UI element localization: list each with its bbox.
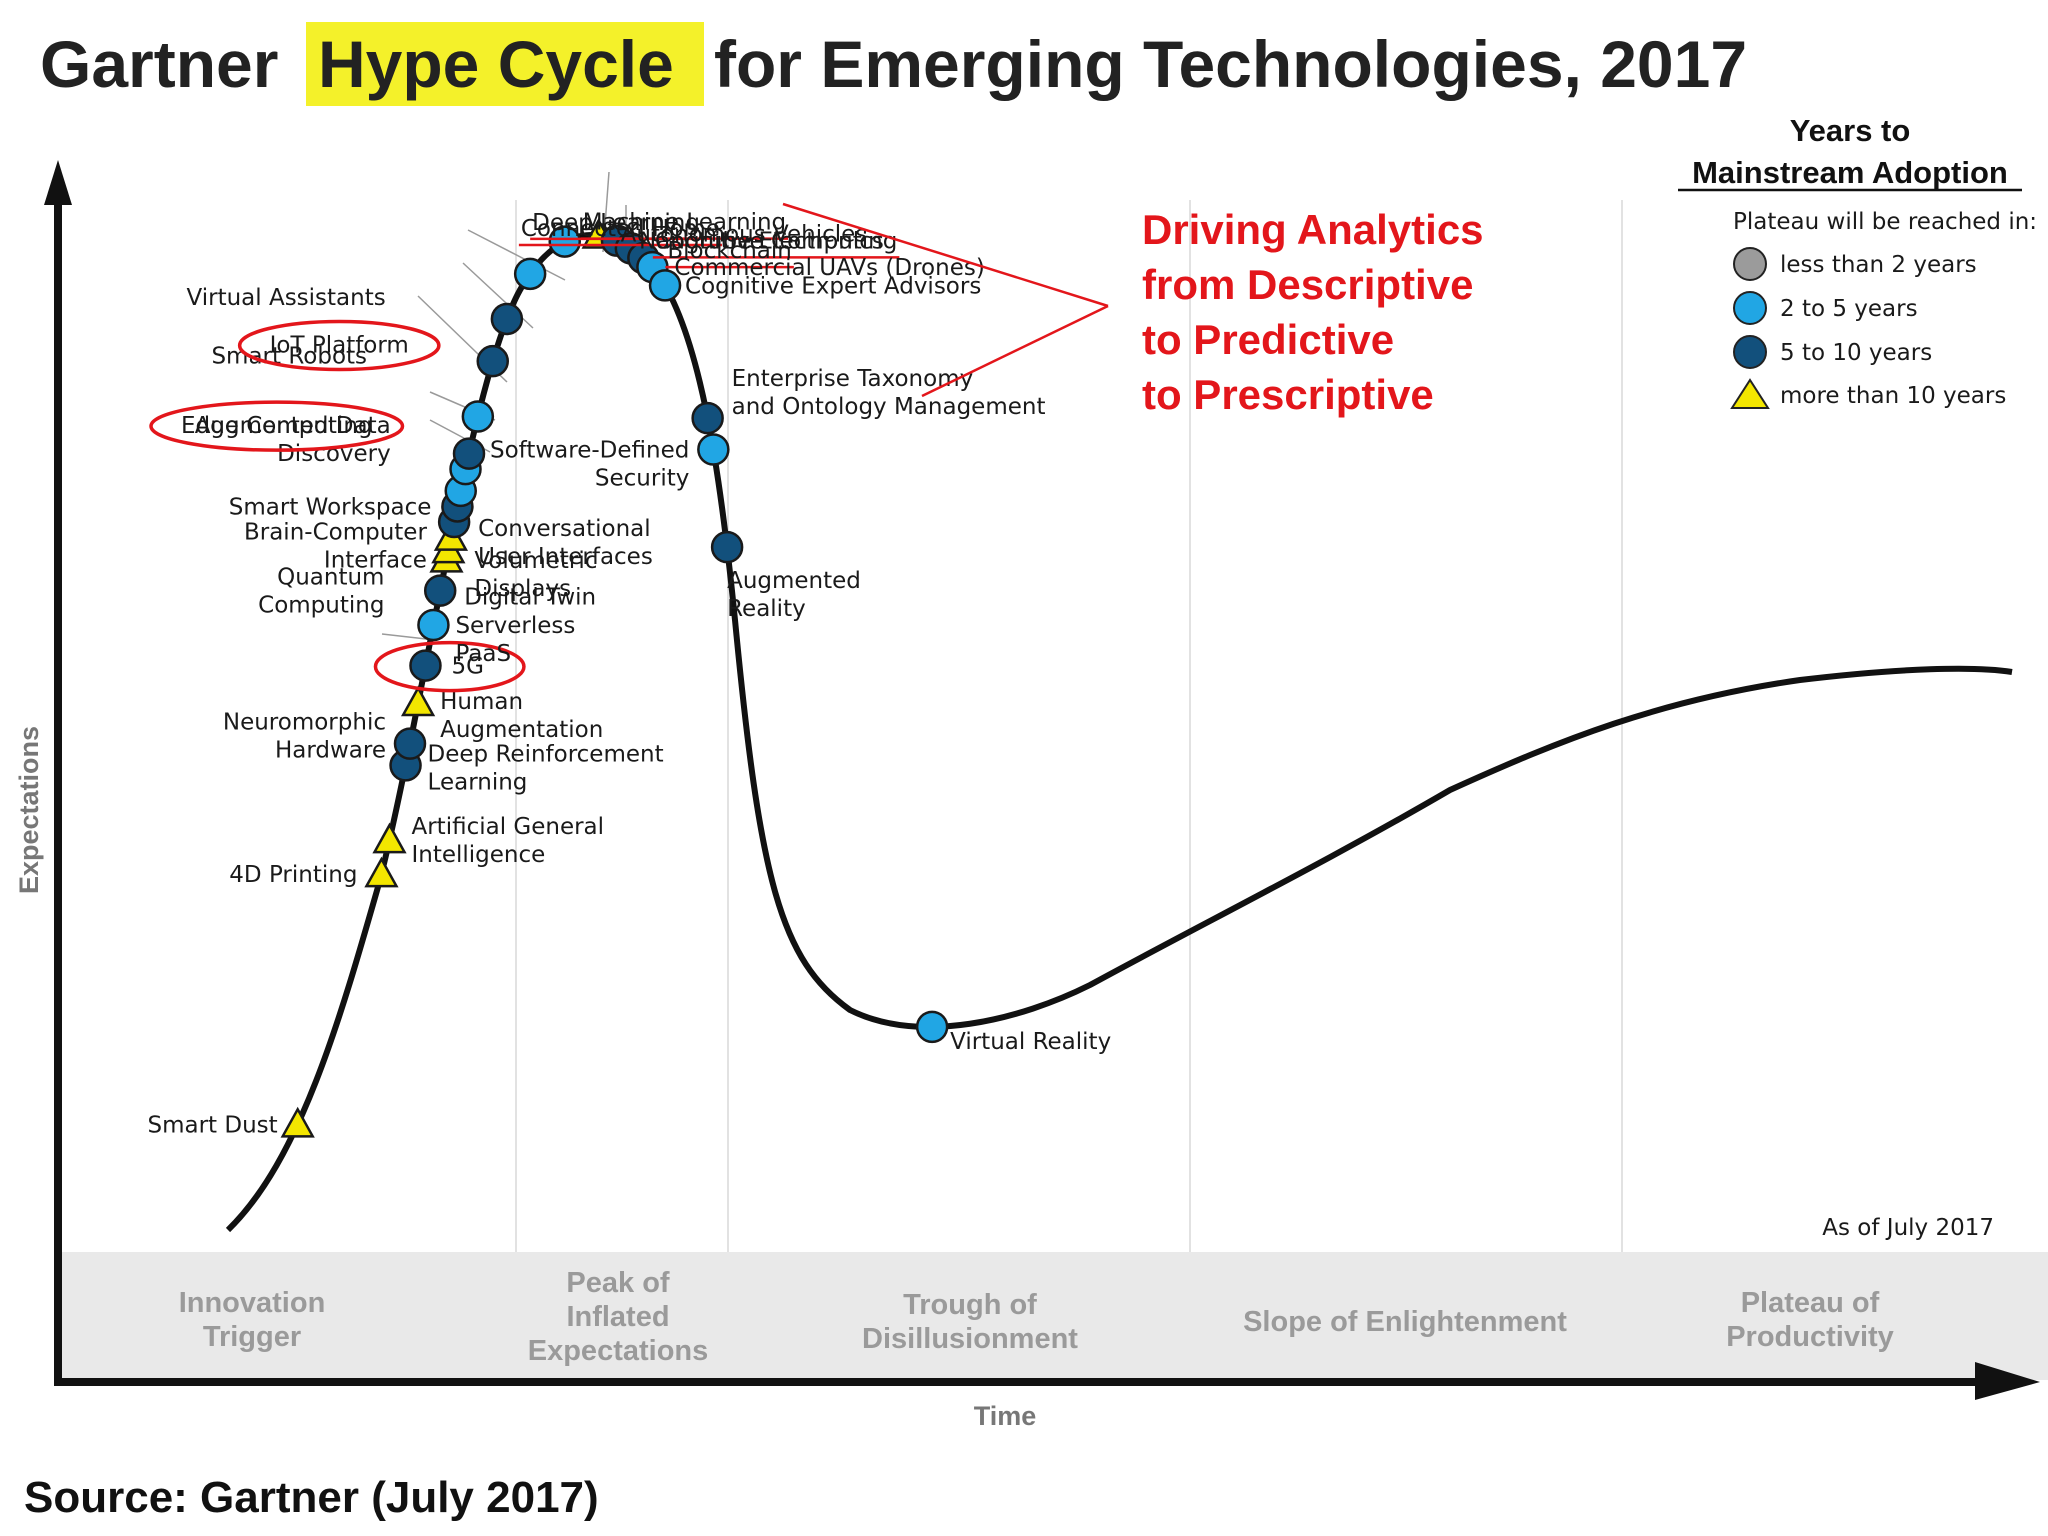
- label-iot-platform: IoT Platform: [270, 332, 409, 358]
- legend-title-1: Years to: [1790, 113, 1911, 148]
- point-human-augmentation: [400, 685, 436, 717]
- legend-marker-dark-blue: [1733, 335, 1767, 369]
- label-deep-learning: Deep Learning: [532, 210, 700, 236]
- source-note: Source: Gartner (July 2017): [24, 1473, 599, 1522]
- phase-slope: Slope of Enlightenment: [1243, 1306, 1567, 1338]
- highlight-iot-platform: [237, 319, 441, 372]
- point-smart-dust: [280, 1106, 315, 1138]
- point-software-defined-security: [697, 433, 730, 466]
- label-quantum-computing: Quantum Computing: [258, 564, 384, 618]
- annotation-brace: [782, 202, 1109, 398]
- label-digital-twin: Digital Twin: [464, 585, 596, 611]
- point-enterprise-taxonomy-and-ontology-management: [691, 401, 724, 435]
- highlight-5g: [373, 640, 526, 693]
- label-serverless-paas: Serverless PaaS: [455, 613, 575, 667]
- label-machine-learning: Machine Learning: [583, 210, 786, 236]
- point-cognitive-expert-advisors: [648, 269, 682, 302]
- point-iot-platform: [461, 400, 495, 433]
- axes: [44, 160, 2040, 1400]
- label-conversational-user-interfaces: Conversational User Interfaces: [478, 516, 653, 570]
- label-commercial-uavs-drones: Commercial UAVs (Drones): [674, 255, 984, 281]
- technology-labels: Smart Dust 4D Printing Artificial General I…: [148, 210, 1112, 1139]
- highlight-edge-computing: [149, 400, 405, 452]
- label-autonomous-vehicles: Autonomous Vehicles: [621, 221, 868, 247]
- label-enterprise-taxonomy-and-ontology-management: Enterprise Taxonomy and Ontology Manageme…: [732, 366, 1046, 420]
- phase-trough: Trough of Disillusionment: [862, 1289, 1078, 1355]
- label-blockchain: Blockchain: [667, 238, 792, 264]
- label-virtual-reality: Virtual Reality: [950, 1029, 1111, 1055]
- annotation-text: Driving Analytics from Descriptive to Pr…: [1142, 206, 1495, 418]
- label-human-augmentation: Human Augmentation: [440, 689, 603, 743]
- point-4d-printing: [364, 856, 399, 888]
- legend-item-4: more than 10 years: [1780, 383, 2006, 409]
- legend-subtitle: Plateau will be reached in:: [1733, 209, 2037, 235]
- point-5g: [409, 649, 442, 682]
- chart-title: Gartner Hype Cycle for Emerging Technolo…: [40, 27, 1747, 101]
- label-nanotube-electronics: Nanotube Electronics: [639, 229, 884, 255]
- point-deep-learning: [513, 257, 547, 291]
- phase-peak: Peak of Inflated Expectations: [528, 1267, 709, 1367]
- label-smart-dust: Smart Dust: [148, 1112, 278, 1138]
- as-of-note: As of July 2017: [1822, 1215, 1994, 1241]
- label-cognitive-expert-advisors: Cognitive Expert Advisors: [685, 273, 981, 299]
- point-artificial-general-intelligence: [372, 822, 407, 854]
- label-software-defined-security: Software-Defined Security: [490, 437, 689, 491]
- label-deep-reinforcement-learning: Deep Reinforcement Learning: [428, 741, 664, 795]
- title-highlight: [306, 22, 704, 106]
- label-artificial-general-intelligence: Artificial General Intelligence: [411, 814, 604, 868]
- label-neuromorphic-hardware: Neuromorphic Hardware: [223, 710, 386, 764]
- label-smart-workspace: Smart Workspace: [229, 494, 432, 520]
- label-virtual-assistants: Virtual Assistants: [187, 285, 386, 311]
- point-neuromorphic-hardware: [393, 727, 427, 760]
- label-brain-computer-interface: Brain-Computer Interface: [244, 520, 427, 574]
- phase-separators: [515, 200, 1623, 1252]
- legend-item-3: 5 to 10 years: [1780, 340, 1932, 366]
- label-augmented-reality: Augmented Reality: [727, 568, 861, 622]
- point-smart-robots: [452, 437, 486, 470]
- x-axis-label: Time: [974, 1401, 1037, 1431]
- point-machine-learning: [548, 225, 581, 258]
- phase-plateau: Plateau of Productivity: [1726, 1287, 1894, 1353]
- legend-title-2: Mainstream Adoption: [1692, 155, 2008, 190]
- legend-item-1: less than 2 years: [1780, 252, 1977, 278]
- legend-marker-grey: [1733, 247, 1767, 281]
- legend-marker-triangle: [1730, 378, 1770, 409]
- label-augmented-data-discovery: Augmented Data Discovery: [195, 413, 391, 467]
- legend-marker-light-blue: [1733, 291, 1767, 325]
- legend: Years to Mainstream Adoption Plateau wil…: [1678, 113, 2037, 409]
- point-serverless-paas: [417, 608, 450, 642]
- label-5g: 5G: [451, 654, 483, 680]
- label-edge-computing: Edge Computing: [181, 413, 373, 439]
- label-cognitive-computing: Cognitive Computing: [655, 228, 897, 254]
- y-axis-label: Expectations: [14, 726, 44, 894]
- phase-band: [62, 1252, 2048, 1380]
- phase-innovation-trigger: Innovation Trigger: [179, 1287, 326, 1353]
- point-virtual-assistants: [476, 344, 509, 378]
- hype-curve: [225, 232, 2013, 1233]
- point-digital-twin: [423, 574, 457, 607]
- point-connected-home: [490, 302, 524, 336]
- point-augmented-reality: [710, 530, 744, 564]
- label-volumetric-displays: Volumetric Displays: [474, 548, 597, 602]
- point-virtual-reality: [915, 1010, 949, 1044]
- legend-item-2: 2 to 5 years: [1780, 296, 1918, 322]
- label-4d-printing: 4D Printing: [229, 862, 357, 888]
